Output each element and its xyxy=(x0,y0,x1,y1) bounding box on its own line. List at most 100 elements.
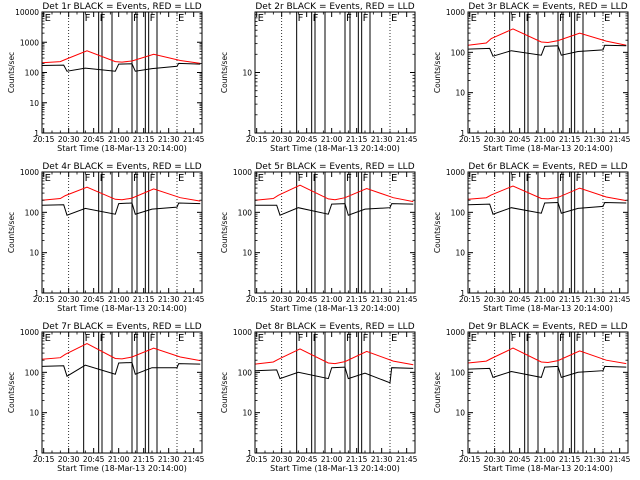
flag-label: F xyxy=(526,13,532,24)
y-tick-label: 10 xyxy=(29,99,39,108)
x-tick-label: 21:15 xyxy=(559,295,581,304)
plot-frame xyxy=(254,11,416,134)
y-tick-label: 10000 xyxy=(15,8,39,17)
x-axis-label: Start Time (18-Mar-13 20:14:00) xyxy=(270,464,400,473)
plot-frame xyxy=(467,11,629,134)
flag-label: F xyxy=(313,13,319,24)
flag-label: F xyxy=(559,173,565,184)
flag-label: F xyxy=(363,173,369,184)
flag-label: E xyxy=(391,173,397,184)
y-tick-label: 1 xyxy=(247,289,252,298)
x-tick-label: 21:30 xyxy=(371,135,393,144)
y-tick-label: 1 xyxy=(460,289,465,298)
flag-label: F xyxy=(363,333,369,344)
flag-label: E xyxy=(471,13,477,24)
x-tick-label: 20:45 xyxy=(296,295,318,304)
flag-label: E xyxy=(258,333,264,344)
x-tick-label: 21:00 xyxy=(534,455,556,464)
flag-label: F xyxy=(559,333,565,344)
x-axis-label: Start Time (18-Mar-13 20:14:00) xyxy=(483,304,613,313)
y-tick-label: 1000 xyxy=(20,168,39,177)
y-tick-label: 1000 xyxy=(446,8,465,17)
x-tick-label: 20:15 xyxy=(33,135,55,144)
x-tick-label: 21:00 xyxy=(321,455,343,464)
x-tick-label: 21:30 xyxy=(158,135,180,144)
flag-label: F xyxy=(100,173,106,184)
y-tick-label: 10 xyxy=(29,249,39,258)
y-tick-label: 10 xyxy=(29,409,39,418)
events-series-line xyxy=(42,62,201,72)
x-axis-label: Start Time (18-Mar-13 20:14:00) xyxy=(270,144,400,153)
events-series-line xyxy=(468,365,627,379)
lld-series-line xyxy=(255,184,414,203)
x-tick-label: 21:45 xyxy=(396,455,418,464)
flag-label: F xyxy=(511,13,517,24)
y-tick-label: 100 xyxy=(451,48,466,57)
y-tick-label: 10 xyxy=(455,409,465,418)
y-tick-label: 1 xyxy=(34,449,39,458)
y-axis-label: Counts/sec xyxy=(433,212,442,253)
y-tick-label: 1 xyxy=(34,289,39,298)
flag-label: F xyxy=(576,173,582,184)
y-tick-label: 1 xyxy=(34,129,39,138)
x-tick-label: 20:15 xyxy=(459,135,481,144)
chart-title: Det 7r BLACK = Events, RED = LLD xyxy=(42,322,201,332)
plot-frame xyxy=(254,331,416,454)
plot-frame xyxy=(41,11,203,134)
x-tick-label: 20:30 xyxy=(484,295,506,304)
x-tick-label: 20:45 xyxy=(83,295,105,304)
x-tick-label: 21:45 xyxy=(609,455,631,464)
lld-series-line xyxy=(42,342,201,362)
x-tick-label: 20:45 xyxy=(83,455,105,464)
x-tick-label: 21:30 xyxy=(158,455,180,464)
x-tick-label: 20:30 xyxy=(271,295,293,304)
y-tick-label: 1 xyxy=(247,129,252,138)
chart-title: Det 2r BLACK = Events, RED = LLD xyxy=(255,2,414,12)
x-axis-label: Start Time (18-Mar-13 20:14:00) xyxy=(57,464,187,473)
x-tick-label: 20:45 xyxy=(83,135,105,144)
flag-label: F xyxy=(313,333,319,344)
x-tick-label: 20:15 xyxy=(246,455,268,464)
x-tick-label: 21:45 xyxy=(183,295,205,304)
flag-label: F xyxy=(313,173,319,184)
flag-label: F xyxy=(150,333,156,344)
chart-title: Det 4r BLACK = Events, RED = LLD xyxy=(42,162,201,172)
x-tick-label: 21:15 xyxy=(346,295,368,304)
x-tick-label: 20:45 xyxy=(509,455,531,464)
x-tick-label: 21:15 xyxy=(559,135,581,144)
x-tick-label: 20:15 xyxy=(459,455,481,464)
x-tick-label: 21:30 xyxy=(371,295,393,304)
x-tick-label: 21:45 xyxy=(183,455,205,464)
x-tick-label: 20:15 xyxy=(459,295,481,304)
flag-label: E xyxy=(178,173,184,184)
y-tick-label: 1000 xyxy=(20,328,39,337)
flag-label: F xyxy=(526,333,532,344)
y-tick-label: 100 xyxy=(451,368,466,377)
flag-label: F xyxy=(133,333,139,344)
x-tick-label: 21:00 xyxy=(534,295,556,304)
y-tick-label: 10 xyxy=(242,409,252,418)
y-axis-label: Counts/sec xyxy=(7,52,16,93)
x-tick-label: 21:30 xyxy=(584,455,606,464)
flag-label: E xyxy=(178,13,184,24)
x-tick-label: 21:30 xyxy=(584,295,606,304)
chart-title: Det 9r BLACK = Events, RED = LLD xyxy=(468,322,627,332)
flag-label: F xyxy=(363,13,369,24)
flag-label: F xyxy=(346,13,352,24)
x-tick-label: 21:00 xyxy=(108,295,130,304)
y-tick-label: 10 xyxy=(242,69,252,78)
events-series-line xyxy=(468,201,627,215)
y-axis-label: Counts/sec xyxy=(433,52,442,93)
y-tick-label: 1 xyxy=(460,129,465,138)
x-axis-label: Start Time (18-Mar-13 20:14:00) xyxy=(270,304,400,313)
x-tick-label: 21:15 xyxy=(133,455,155,464)
x-tick-label: 21:15 xyxy=(133,135,155,144)
flag-label: E xyxy=(391,333,397,344)
flag-label: F xyxy=(100,333,106,344)
flag-label: F xyxy=(133,13,139,24)
